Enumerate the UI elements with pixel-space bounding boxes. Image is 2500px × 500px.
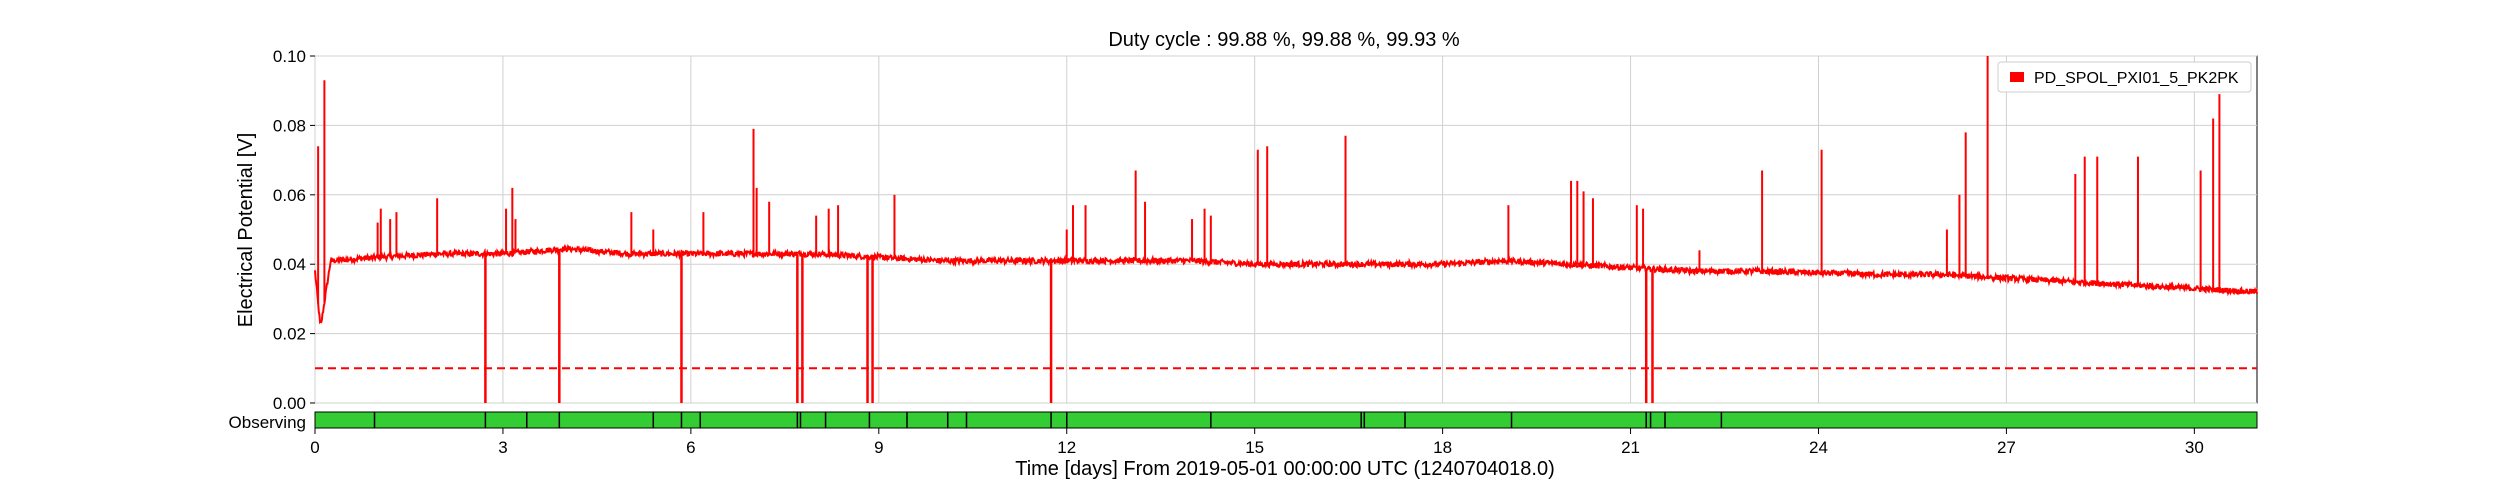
plot-frame (314, 55, 2258, 404)
x-tick-label: 3 (498, 438, 507, 457)
legend-series-label: PD_SPOL_PXI01_5_PK2PK (2034, 70, 2239, 87)
grid (314, 55, 2257, 404)
plot-area: 0.00 0.02 0.04 0.06 0.08 0.10 (273, 47, 2258, 413)
legend: PD_SPOL_PXI01_5_PK2PK (1997, 61, 2252, 93)
segment-label: Observing (229, 413, 306, 432)
x-axis-label: Time [days] From 2019-05-01 00:00:00 UTC… (1015, 458, 1555, 480)
x-tick-label: 27 (1997, 438, 2016, 457)
y-axis: 0.00 0.02 0.04 0.06 0.08 0.10 (273, 47, 315, 413)
segment-gaps (373, 412, 1723, 428)
x-tick-label: 6 (686, 438, 695, 457)
series-line (314, 244, 2258, 325)
x-axis: 0 3 6 9 12 15 18 21 24 27 30 (310, 428, 2204, 457)
x-tick-label: 15 (1245, 438, 1264, 457)
y-tick-label: 0.04 (273, 255, 306, 274)
x-tick-label: 0 (310, 438, 319, 457)
legend-box (1997, 61, 2252, 93)
legend-swatch (2010, 72, 2024, 82)
chart-title: Duty cycle : 99.88 %, 99.88 %, 99.93 % (1108, 29, 1460, 51)
y-tick-label: 0.10 (273, 47, 306, 66)
x-tick-label: 24 (1809, 438, 1828, 457)
x-tick-label: 30 (2185, 438, 2204, 457)
x-tick-label: 9 (874, 438, 883, 457)
observing-segment-bar: Observing (229, 411, 2258, 432)
data-layer (314, 56, 2258, 403)
x-tick-label: 12 (1057, 438, 1076, 457)
x-tick-label: 18 (1433, 438, 1452, 457)
segment-frame (314, 411, 2258, 429)
y-tick-label: 0.02 (273, 325, 306, 344)
y-tick-label: 0.00 (273, 394, 306, 413)
x-tick-label: 21 (1621, 438, 1640, 457)
y-tick-label: 0.06 (273, 186, 306, 205)
y-axis-label: Electrical Potential [V] (235, 133, 257, 328)
y-tick-label: 0.08 (273, 116, 306, 135)
